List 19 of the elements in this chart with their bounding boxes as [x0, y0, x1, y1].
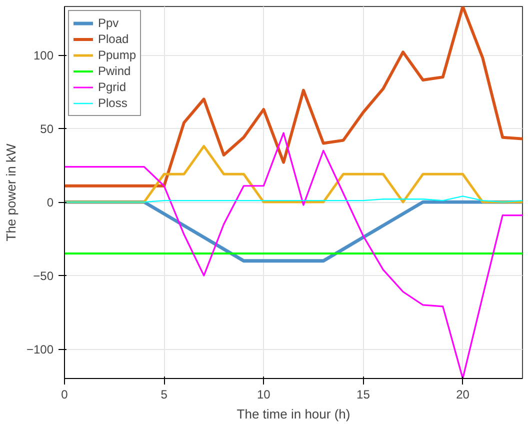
x-tick-label: 15 — [356, 388, 370, 402]
x-tick-label: 20 — [456, 388, 470, 402]
legend-label: Pload — [98, 31, 129, 47]
x-tick-label: 10 — [256, 388, 271, 402]
y-tick-label: 50 — [40, 122, 54, 136]
legend-label: Pgrid — [98, 79, 126, 95]
line-series — [64, 6, 522, 188]
y-tick-label: 100 — [33, 48, 54, 63]
y-tick-label: −50 — [33, 269, 54, 284]
y-axis-title: The power in kW — [3, 143, 18, 242]
legend-label: Ppump — [98, 47, 136, 63]
x-tick-label: 5 — [160, 388, 168, 402]
y-tick-label: 0 — [46, 196, 54, 210]
legend-label: Ppv — [98, 15, 119, 31]
legend-label: Ploss — [98, 95, 128, 111]
x-axis-title: The time in hour (h) — [236, 406, 350, 422]
y-tick-label: −100 — [26, 342, 54, 357]
legend-label: Pwind — [98, 63, 131, 79]
x-tick-label: 0 — [61, 388, 68, 402]
